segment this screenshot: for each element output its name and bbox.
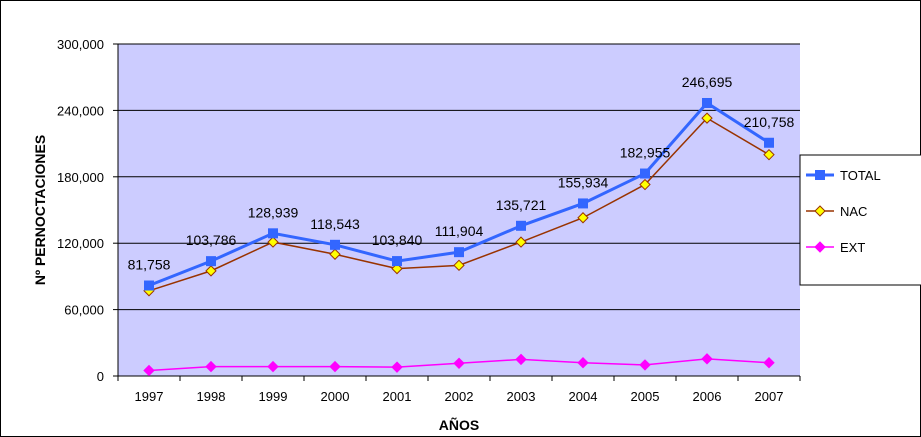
data-point (391, 361, 403, 373)
legend-marker (814, 241, 826, 253)
series-total (144, 97, 774, 291)
x-tick-label: 2001 (383, 389, 412, 404)
data-point (143, 364, 155, 377)
legend: TOTAL NAC EXT (799, 154, 921, 286)
legend-item-nac: NAC (806, 204, 867, 219)
legend-item-total: TOTAL (806, 168, 881, 183)
series-layer (143, 97, 775, 377)
plot-area (118, 44, 800, 376)
data-point (702, 97, 712, 108)
y-tick-label: 0 (97, 369, 104, 384)
data-point (763, 148, 775, 161)
x-tick-label: 2003 (507, 389, 536, 404)
data-label: 103,786 (186, 232, 237, 248)
data-point (701, 353, 713, 365)
data-point (701, 112, 713, 124)
data-point (391, 262, 403, 275)
data-point (577, 212, 589, 224)
x-tick-label: 1997 (135, 389, 164, 404)
y-tick-label: 120,000 (57, 236, 104, 251)
data-label: 246,695 (682, 74, 733, 90)
data-point (764, 137, 774, 148)
data-point (268, 228, 278, 239)
data-point (144, 280, 154, 291)
data-point (330, 239, 340, 250)
legend-item-ext: EXT (806, 240, 865, 255)
data-point (515, 353, 527, 366)
legend-label: NAC (840, 204, 867, 219)
data-point (640, 168, 650, 179)
x-tick-label: 2006 (693, 389, 722, 404)
x-tick-label: 2007 (755, 389, 784, 404)
legend-label: TOTAL (840, 168, 881, 183)
x-tick-label: 2002 (445, 389, 474, 404)
data-point (763, 357, 775, 369)
data-label: 118,543 (310, 216, 360, 232)
data-point (639, 178, 651, 191)
data-point (577, 357, 589, 369)
y-tick-label: 300,000 (57, 37, 104, 52)
data-point (516, 220, 526, 231)
y-tick-label: 60,000 (64, 303, 104, 318)
data-point (205, 360, 217, 373)
y-axis-ticks: 0 60,000 120,000 180,000 240,000 300,000 (57, 37, 118, 384)
data-point (205, 265, 217, 277)
data-point (392, 256, 402, 267)
x-tick-label: 2005 (631, 389, 660, 404)
data-point (515, 236, 527, 248)
data-label: 111,904 (435, 223, 484, 239)
legend-label: EXT (840, 240, 865, 255)
data-label: 135,721 (496, 197, 547, 213)
data-point (453, 259, 465, 272)
data-label: 210,758 (744, 114, 795, 130)
y-axis-title: Nº PERNOCTACIONES (32, 135, 48, 285)
x-tick-label: 2000 (321, 389, 350, 404)
x-axis-title: AÑOS (439, 416, 479, 433)
data-point (639, 359, 651, 371)
y-tick-label: 180,000 (57, 170, 104, 185)
data-label: 155,934 (558, 174, 609, 190)
data-point (454, 247, 464, 258)
series-nac (143, 112, 775, 297)
data-label: 128,939 (248, 204, 299, 220)
series-ext (143, 353, 775, 377)
legend-marker (814, 205, 826, 217)
data-point (267, 236, 279, 248)
data-point (267, 360, 279, 373)
data-label: 182,955 (620, 145, 671, 161)
data-label: 81,758 (128, 257, 171, 273)
data-labels: 81,758 103,786 128,939 118,543 103,840 111,90… (128, 74, 795, 273)
data-point (453, 357, 465, 369)
x-tick-label: 2004 (569, 389, 598, 404)
x-tick-label: 1999 (259, 389, 288, 404)
legend-marker (815, 170, 825, 180)
data-label: 103,840 (372, 232, 423, 248)
data-point (206, 256, 216, 267)
data-point (329, 248, 341, 260)
y-tick-label: 240,000 (57, 103, 104, 118)
data-point (329, 360, 341, 373)
x-axis-ticks: 1997 1998 1999 2000 2001 2002 2003 2004 2005 2006… (117, 376, 801, 404)
gridlines (117, 43, 800, 377)
data-point (578, 198, 588, 209)
x-tick-label: 1998 (197, 389, 226, 404)
